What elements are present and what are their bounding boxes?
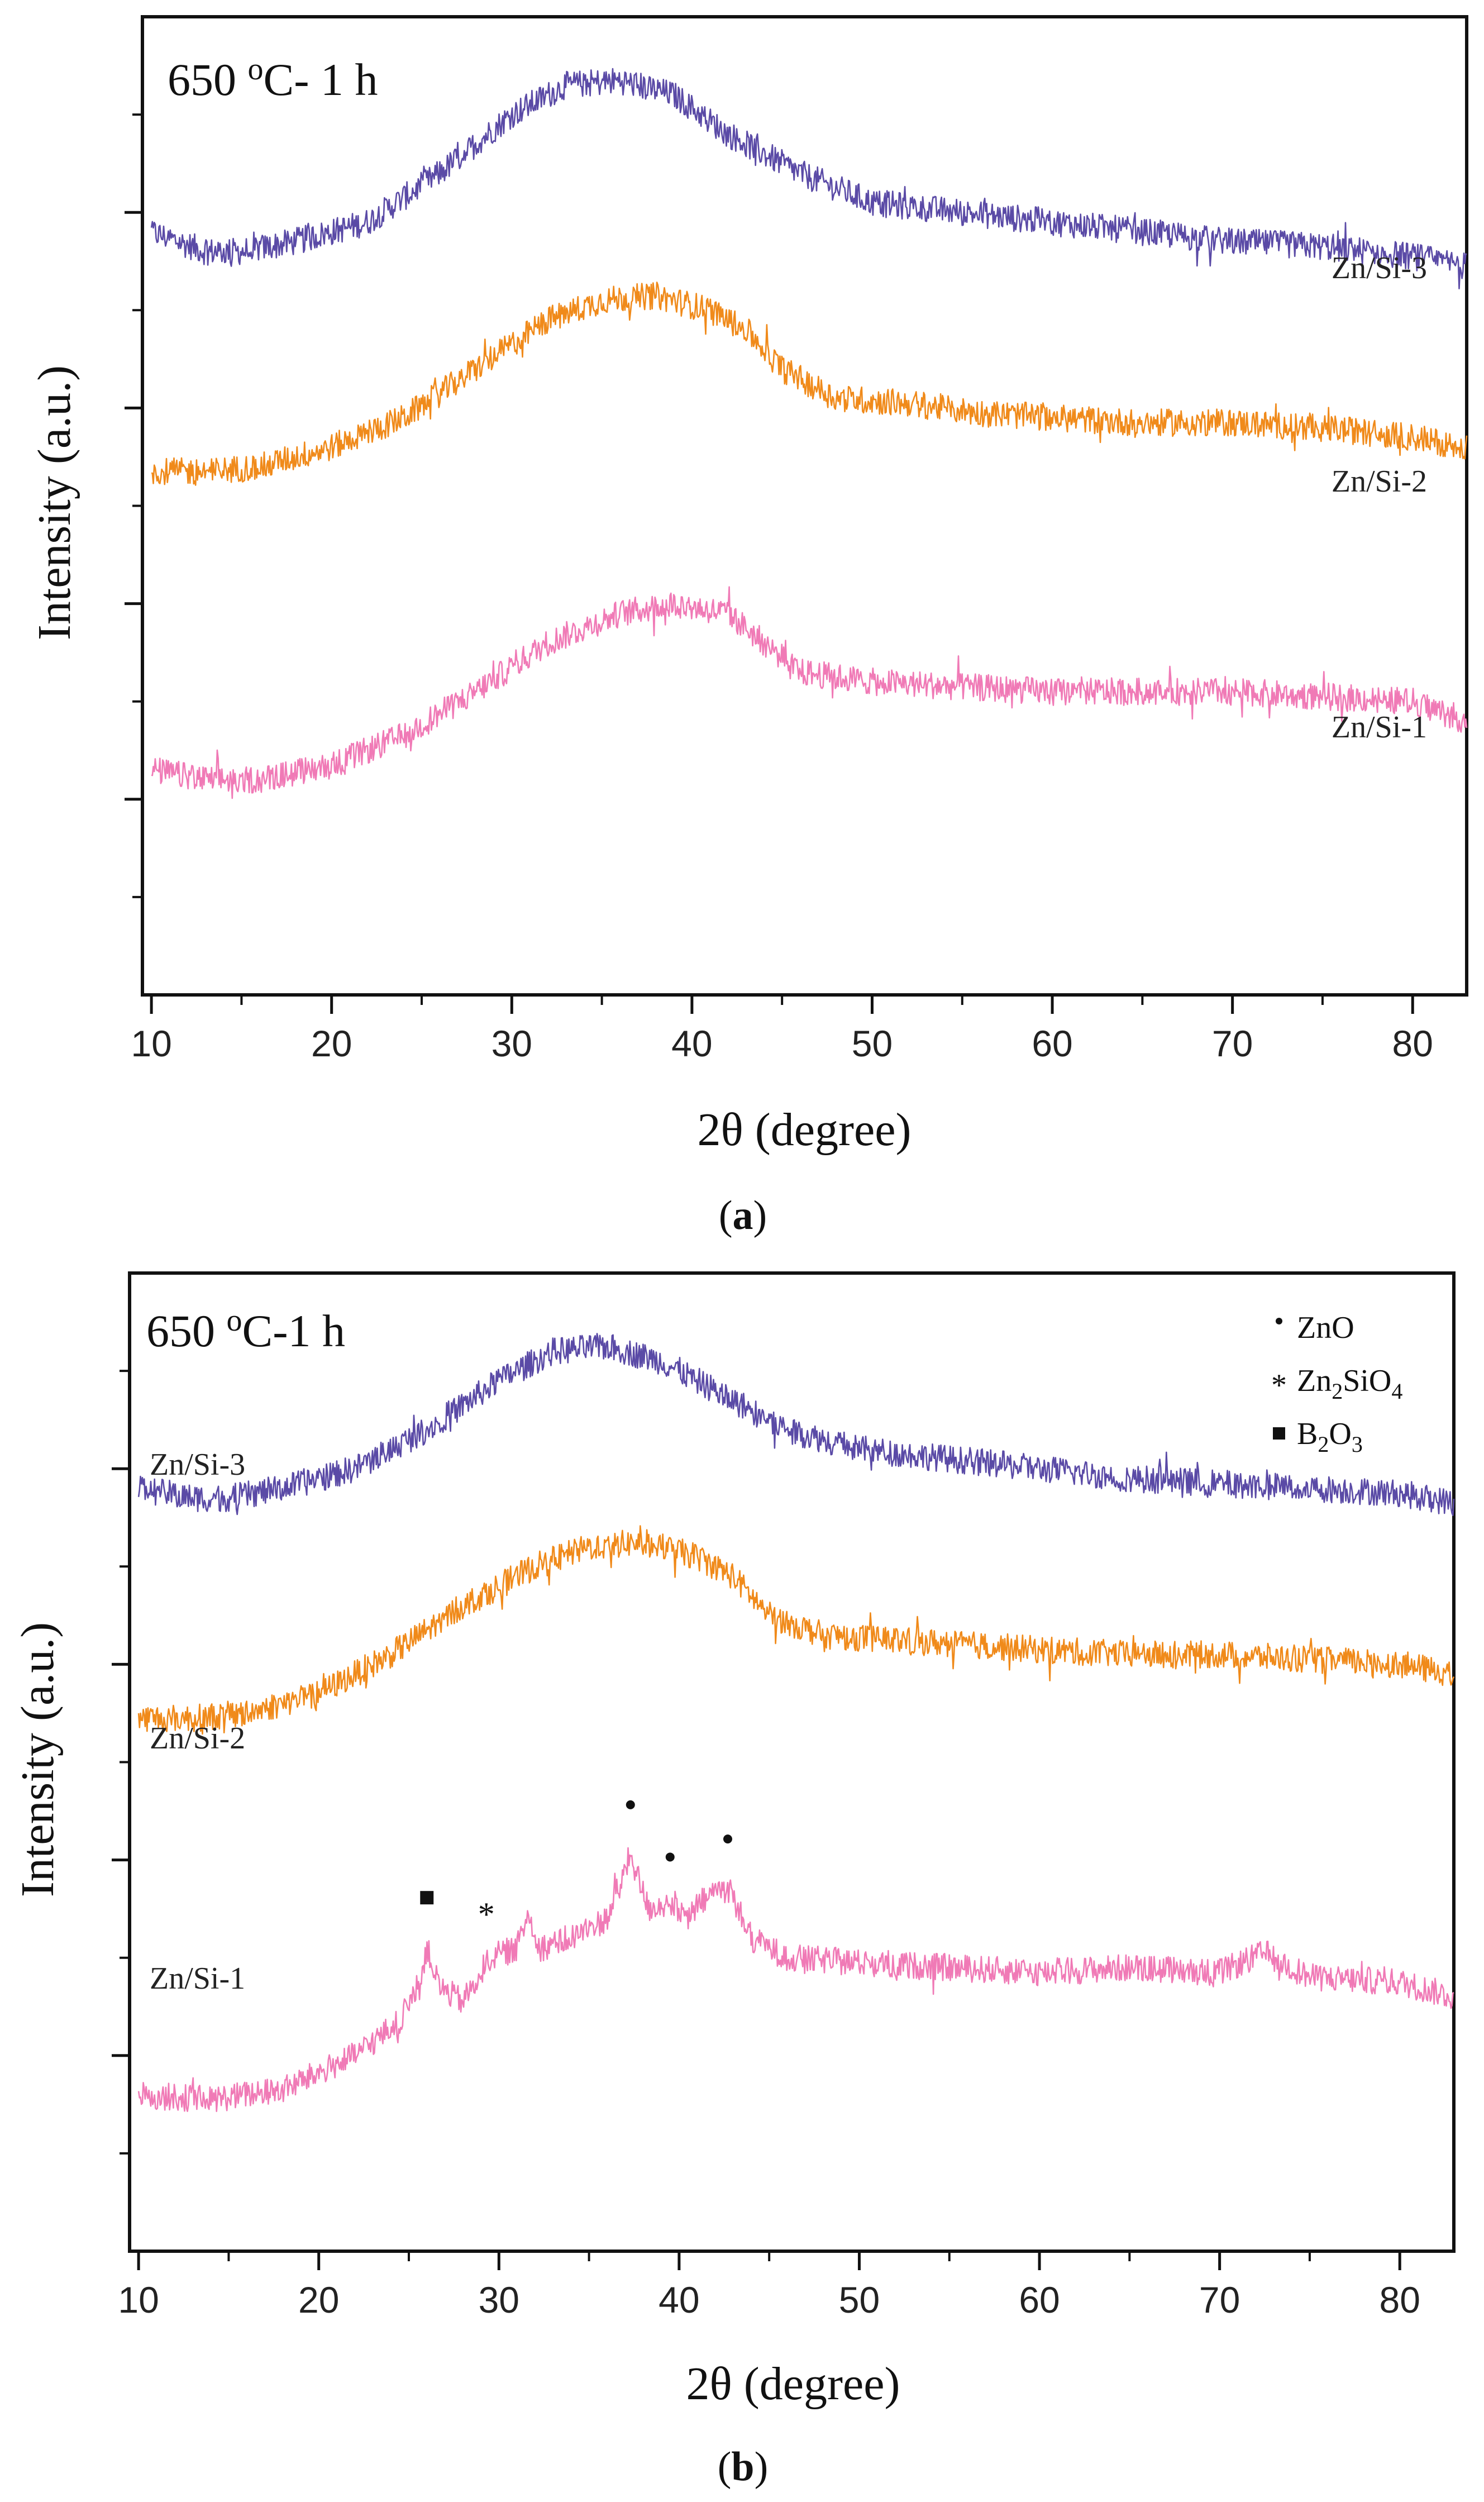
series-label-zn-si-3: Zn/Si-3 bbox=[1332, 251, 1427, 285]
x-tick-label-20: 20 bbox=[311, 1023, 352, 1064]
condition-label-a: 650 oC- 1 h bbox=[168, 52, 378, 105]
x-tick-label-30: 30 bbox=[492, 1023, 532, 1064]
series-labels-a: Zn/Si-3 Zn/Si-2 Zn/Si-1 bbox=[1332, 251, 1427, 745]
x-tick-label-10: 10 bbox=[118, 2279, 159, 2320]
series-label-zn-si-1: Zn/Si-1 bbox=[150, 1961, 245, 1996]
series-line-zn-si-1 bbox=[137, 1847, 1454, 2112]
series-line-zn-si-3 bbox=[150, 68, 1467, 290]
x-tick-label-40: 40 bbox=[659, 2279, 699, 2320]
series-group-a bbox=[150, 68, 1468, 799]
legend-label: Zn2SiO4 bbox=[1297, 1364, 1402, 1404]
y-axis-title-b: Intensity (a.u.) bbox=[12, 1622, 64, 1897]
panel-caption-letter-b: b bbox=[731, 2444, 754, 2490]
legend-item-zn2sio4: * Zn2SiO4 bbox=[1271, 1364, 1402, 1404]
x-tick-label-10: 10 bbox=[131, 1023, 171, 1064]
peak-marker-dot-zno bbox=[626, 1800, 635, 1809]
series-group-b bbox=[137, 1333, 1455, 2112]
x-tick-label-60: 60 bbox=[1019, 2279, 1060, 2320]
plot-frame-b bbox=[128, 1271, 1456, 2253]
y-axis-ticks-a bbox=[125, 113, 142, 898]
panel-a: 10 20 30 40 50 60 70 80 Zn/Si-3 Zn/Si-2 Zn/Si-1 6… bbox=[28, 15, 1468, 1238]
x-tick-label-80: 80 bbox=[1380, 2279, 1420, 2320]
x-tick-label-70: 70 bbox=[1199, 2279, 1240, 2320]
series-label-zn-si-3: Zn/Si-3 bbox=[150, 1447, 245, 1482]
legend-label: B2O3 bbox=[1297, 1417, 1363, 1457]
x-tick-label-80: 80 bbox=[1392, 1023, 1433, 1064]
series-label-zn-si-1: Zn/Si-1 bbox=[1332, 710, 1427, 745]
peak-marker-dot-zno bbox=[723, 1834, 732, 1844]
panel-b: 10 20 30 40 50 60 70 80 Zn/Si-3 Zn/Si-2 Zn/Si-1 *… bbox=[12, 1271, 1456, 2490]
legend-star-symbol: * bbox=[1271, 1368, 1287, 1403]
series-label-zn-si-2: Zn/Si-2 bbox=[1332, 464, 1427, 499]
x-tick-label-50: 50 bbox=[839, 2279, 880, 2320]
x-tick-label-70: 70 bbox=[1212, 1023, 1253, 1064]
panel-caption-letter-a: a bbox=[733, 1193, 753, 1238]
x-axis-ticks-a: 10 20 30 40 50 60 70 80 bbox=[131, 995, 1433, 1064]
panel-caption-b: (b) bbox=[718, 2444, 768, 2490]
legend-item-zno: ZnO bbox=[1276, 1310, 1354, 1345]
series-line-zn-si-3 bbox=[137, 1333, 1455, 1516]
condition-label-b: 650 oC-1 h bbox=[146, 1303, 345, 1356]
y-axis-ticks-b bbox=[112, 1370, 130, 2155]
y-axis-title-a: Intensity (a.u.) bbox=[28, 365, 80, 640]
series-line-zn-si-2 bbox=[137, 1525, 1455, 1735]
x-tick-label-30: 30 bbox=[479, 2279, 519, 2320]
x-axis-ticks-b: 10 20 30 40 50 60 70 80 bbox=[118, 2251, 1420, 2320]
legend-square-symbol bbox=[1273, 1427, 1285, 1440]
panel-caption-a: (a) bbox=[719, 1193, 767, 1238]
legend-dot-symbol bbox=[1276, 1318, 1282, 1324]
series-line-zn-si-2 bbox=[151, 282, 1468, 486]
legend-label: ZnO bbox=[1297, 1310, 1354, 1345]
x-axis-title-a: 2θ (degree) bbox=[697, 1104, 911, 1156]
x-tick-label-20: 20 bbox=[298, 2279, 339, 2320]
x-tick-label-60: 60 bbox=[1032, 1023, 1072, 1064]
phase-legend-b: ZnO * Zn2SiO4 B2O3 bbox=[1271, 1310, 1402, 1457]
peak-marker-dot-zno bbox=[665, 1852, 675, 1862]
x-tick-label-40: 40 bbox=[671, 1023, 712, 1064]
series-label-zn-si-2: Zn/Si-2 bbox=[150, 1721, 245, 1756]
x-tick-label-50: 50 bbox=[852, 1023, 893, 1064]
peak-marker-square-b2o3 bbox=[420, 1891, 434, 1905]
series-line-zn-si-1 bbox=[151, 586, 1468, 799]
peak-markers-b: * bbox=[420, 1800, 732, 1933]
peak-marker-star-zn2sio4: * bbox=[478, 1896, 495, 1933]
legend-item-b2o3: B2O3 bbox=[1273, 1417, 1363, 1457]
series-labels-b: Zn/Si-3 Zn/Si-2 Zn/Si-1 bbox=[150, 1447, 245, 1996]
x-axis-title-b: 2θ (degree) bbox=[686, 2358, 900, 2410]
